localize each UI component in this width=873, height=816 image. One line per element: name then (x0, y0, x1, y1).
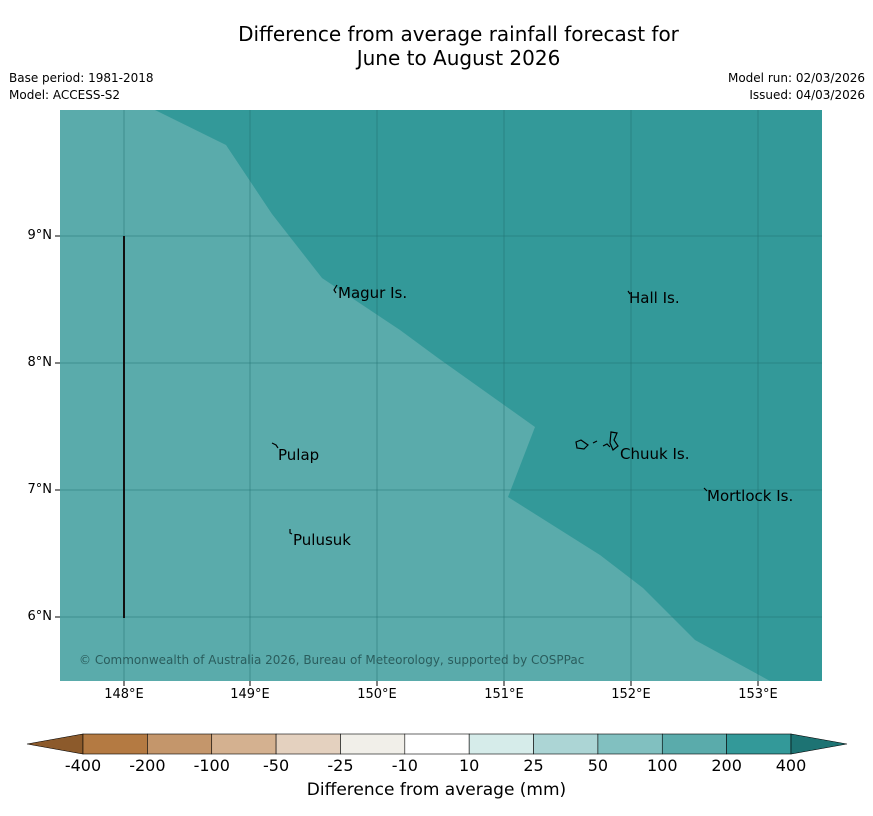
map-region-dark (155, 110, 822, 681)
place-label-chuuk: Chuuk Is. (620, 445, 690, 463)
island-mortlock (703, 487, 708, 492)
colorbar-tick-label: -100 (193, 756, 230, 775)
island-magur (333, 284, 338, 294)
island-hall (627, 290, 631, 295)
map-title: Difference from average rainfall forecas… (0, 22, 873, 70)
colorbar-tick-label: -50 (263, 756, 290, 775)
colorbar-tick-label: -200 (129, 756, 166, 775)
colorbar-segment (275, 733, 341, 755)
colorbar-segment (726, 733, 792, 755)
lat-tick-7n: 7°N (27, 482, 53, 497)
island-chuuk-1 (575, 439, 589, 450)
colorbar-segment (468, 733, 534, 755)
colorbar-tick-label: 400 (775, 756, 807, 775)
lat-tick-8n: 8°N (27, 355, 53, 370)
colorbar (26, 733, 848, 755)
model-run-label: Model run: 02/03/2026 (727, 71, 865, 85)
island-pulap (271, 442, 279, 449)
colorbar-title: Difference from average (mm) (306, 780, 567, 800)
meta-right: Model run: 02/03/2026 Issued: 04/03/2026 (728, 70, 865, 104)
island-chuuk-2 (592, 440, 598, 444)
lon-tick-151e: 151°E (484, 687, 524, 702)
colorbar-segment (147, 733, 213, 755)
colorbar-segment (340, 733, 406, 755)
colorbar-extend-high (790, 733, 848, 755)
colorbar-tick-label: -25 (327, 756, 354, 775)
place-label-hall: Hall Is. (629, 289, 680, 307)
colorbar-tick-label: 25 (523, 756, 544, 775)
title-line-2: June to August 2026 (356, 46, 561, 70)
island-chuuk-4 (609, 431, 619, 451)
place-label-mortlock: Mortlock Is. (707, 487, 794, 505)
island-chuuk-3 (602, 443, 611, 448)
colorbar-tick-label: 200 (711, 756, 742, 775)
lon-tick-152e: 152°E (611, 687, 651, 702)
colorbar-tick-label: -10 (391, 756, 418, 775)
lon-tick-149e: 149°E (230, 687, 270, 702)
lon-tick-150e: 150°E (357, 687, 397, 702)
title-line-1: Difference from average rainfall forecas… (238, 22, 679, 46)
colorbar-segment (404, 733, 470, 755)
colorbar-tick-label: 100 (646, 756, 678, 775)
base-period-label: Base period: 1981-2018 (9, 71, 154, 85)
tick-marks (55, 235, 759, 686)
issued-label: Issued: 04/03/2026 (749, 88, 865, 102)
meta-left: Base period: 1981-2018 Model: ACCESS-S2 (9, 70, 154, 104)
place-label-magur: Magur Is. (338, 284, 408, 302)
lon-tick-148e: 148°E (104, 687, 144, 702)
lon-tick-153e: 153°E (738, 687, 778, 702)
island-pulusuk (289, 529, 293, 535)
colorbar-tick-label: -400 (64, 756, 102, 775)
colorbar-extend-low (26, 733, 84, 755)
island-outlines (271, 284, 708, 535)
place-label-pulusuk: Pulusuk (293, 531, 351, 549)
colorbar-segment (211, 733, 277, 755)
place-label-pulap: Pulap (278, 446, 320, 464)
colorbar-segment (82, 733, 148, 755)
colorbar-segment (661, 733, 727, 755)
colorbar-segment (533, 733, 599, 755)
colorbar-tick-label: 50 (587, 756, 609, 775)
lat-tick-9n: 9°N (27, 228, 53, 243)
lat-tick-6n: 6°N (27, 609, 53, 624)
colorbar-tick-label: 10 (458, 756, 480, 775)
copyright-notice: © Commonwealth of Australia 2026, Bureau… (79, 653, 585, 667)
model-label: Model: ACCESS-S2 (9, 88, 121, 102)
colorbar-segment (597, 733, 663, 755)
